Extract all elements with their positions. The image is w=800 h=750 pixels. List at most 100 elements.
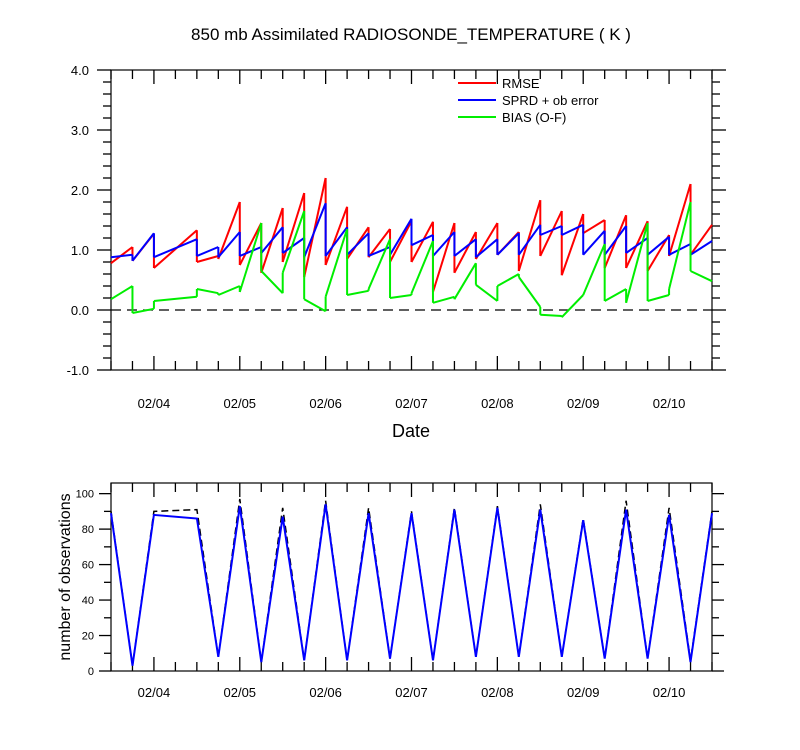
series-segment	[604, 288, 627, 302]
top-series-lines	[110, 177, 713, 318]
series-segment	[260, 226, 284, 254]
top-panel: 850 mb Assimilated RADIOSONDE_TEMPERATUR…	[67, 25, 726, 441]
series-segment	[496, 273, 520, 287]
series-segment	[238, 222, 263, 293]
y-tick-label: 100	[76, 489, 94, 501]
bottom-plot-frame	[110, 482, 713, 672]
bottom-x-tick-labels: 02/04 02/05 02/06 02/07 02/08 02/09 02/10	[138, 685, 686, 700]
series-segment	[303, 298, 327, 313]
series-segment	[131, 232, 155, 262]
series-bias-o-f	[110, 201, 713, 318]
x-tick-label: 02/09	[567, 685, 600, 700]
bottom-y-tick-labels: 0 20 40 60 80 100	[76, 489, 94, 678]
series-segment	[132, 307, 155, 314]
series-segment	[346, 232, 370, 256]
top-axis-ticks	[97, 69, 726, 371]
y-tick-label: 1.0	[71, 243, 89, 258]
x-tick-label: 02/07	[395, 396, 428, 411]
series-segment	[239, 246, 262, 257]
series-segment	[153, 295, 197, 302]
series-segment	[196, 246, 219, 257]
series-segment	[410, 240, 434, 294]
x-tick-label: 02/05	[224, 396, 257, 411]
series-segment	[303, 202, 327, 258]
series-segment	[432, 222, 456, 293]
series-segment	[625, 237, 649, 254]
series-segment	[582, 230, 606, 256]
series-segment	[453, 262, 477, 300]
series-segment	[217, 285, 241, 296]
series-segment	[475, 238, 499, 258]
series-segment	[217, 201, 241, 260]
y-tick-label: 0	[88, 666, 94, 678]
y-tick-label: 60	[82, 560, 94, 572]
series-used	[110, 504, 713, 666]
legend-label: RMSE	[502, 76, 540, 91]
series-segment	[453, 231, 477, 274]
series-segment	[539, 210, 563, 257]
series-segment	[690, 270, 713, 283]
series-segment	[389, 218, 413, 256]
series-segment	[389, 220, 413, 263]
series-segment	[561, 223, 584, 236]
x-tick-label: 02/10	[653, 396, 686, 411]
series-segment	[411, 234, 434, 247]
legend: RMSE SPRD + ob error BIAS (O-F)	[458, 76, 599, 125]
series-segment	[389, 294, 412, 299]
y-tick-label: 4.0	[71, 63, 89, 78]
x-tick-label: 02/04	[138, 685, 171, 700]
series-segment	[689, 240, 713, 256]
series-segment	[432, 295, 455, 304]
series-segment	[410, 221, 434, 263]
series-segment	[260, 270, 284, 294]
bottom-axis-ticks	[99, 483, 724, 672]
series-segment	[475, 284, 499, 302]
x-tick-label: 02/09	[567, 396, 600, 411]
series-segment	[238, 222, 263, 266]
series-segment	[668, 201, 692, 290]
series-segment	[689, 224, 713, 256]
y-tick-label: 40	[82, 595, 94, 607]
series-segment	[496, 232, 520, 256]
x-tick-label: 02/07	[395, 685, 428, 700]
y-tick-label: 80	[82, 524, 94, 536]
series-segment	[217, 231, 241, 258]
series-segment	[196, 288, 219, 295]
y-tick-label: -1.0	[67, 363, 89, 378]
chart-title: 850 mb Assimilated RADIOSONDE_TEMPERATUR…	[191, 25, 631, 44]
x-tick-label: 02/06	[309, 685, 342, 700]
x-tick-label: 02/05	[224, 685, 257, 700]
series-segment	[367, 238, 391, 290]
series-segment	[647, 294, 670, 302]
series-segment	[582, 219, 606, 235]
bottom-series-lines	[110, 498, 713, 666]
x-tick-label: 02/04	[138, 396, 171, 411]
legend-label: SPRD + ob error	[502, 93, 599, 108]
series-segment	[196, 255, 219, 263]
y-tick-label: 2.0	[71, 183, 89, 198]
series-segment	[517, 199, 542, 272]
series-segment	[324, 226, 348, 257]
series-segment	[540, 313, 562, 317]
x-tick-label: 02/08	[481, 396, 514, 411]
x-tick-label: 02/08	[481, 685, 514, 700]
series-segment	[324, 228, 349, 298]
top-x-tick-labels: 02/04 02/05 02/06 02/07 02/08 02/09 02/10	[138, 396, 686, 411]
series-segment	[603, 225, 627, 256]
x-tick-label: 02/06	[309, 396, 342, 411]
y-axis-label: number of observations	[57, 493, 74, 660]
legend-label: BIAS (O-F)	[502, 110, 566, 125]
series-segment	[582, 243, 606, 296]
series-segment	[282, 237, 305, 254]
series-segment	[110, 285, 134, 301]
series-segment	[367, 228, 391, 258]
x-axis-label: Date	[392, 421, 430, 441]
series-segment	[560, 213, 585, 276]
top-y-tick-labels: -1.0 0.0 1.0 2.0 3.0 4.0	[67, 63, 89, 378]
series-segment	[453, 238, 477, 257]
series-segment	[281, 210, 306, 274]
x-tick-label: 02/10	[653, 685, 686, 700]
y-tick-label: 3.0	[71, 123, 89, 138]
